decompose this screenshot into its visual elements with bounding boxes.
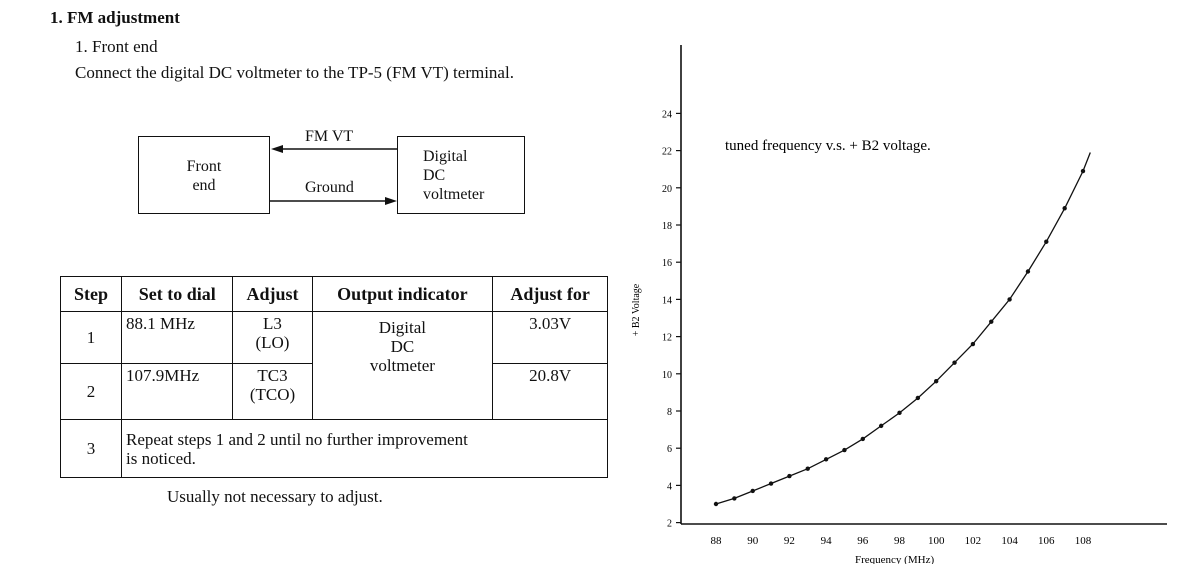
y-tick-label: 2	[667, 519, 672, 530]
x-tick-label: 108	[1075, 535, 1092, 547]
x-tick-label: 88	[711, 535, 723, 547]
table-header-row: Step Set to dial Adjust Output indicator…	[60, 276, 608, 312]
y-tick-label: 24	[662, 109, 672, 120]
data-point	[768, 481, 774, 486]
data-point	[1080, 168, 1086, 174]
header-adjust: Adjust	[232, 276, 313, 312]
x-tick-label: 104	[1001, 535, 1018, 547]
y-tick-label: 8	[667, 407, 672, 418]
data-point	[750, 488, 755, 494]
x-tick-label: 98	[894, 535, 906, 547]
data-point	[989, 319, 994, 324]
y-tick-label: 12	[662, 333, 672, 344]
data-point	[1044, 239, 1049, 244]
row1-adjust-line2: (LO)	[255, 333, 290, 352]
x-tick-label: 92	[784, 535, 795, 547]
voltmeter-label-2: DC	[423, 167, 446, 184]
instruction-text: Connect the digital DC voltmeter to the …	[75, 63, 514, 82]
output-line2: DC	[390, 337, 415, 356]
data-point	[1062, 206, 1067, 211]
table-row: 3 Repeat steps 1 and 2 until no further …	[60, 419, 608, 478]
header-output: Output indicator	[311, 276, 494, 312]
x-tick-label: 106	[1038, 535, 1055, 547]
front-end-box: Front end	[138, 136, 270, 214]
connection-diagram: Front end Digital DC voltmeter FM VT Gro…	[135, 128, 525, 220]
data-point	[1007, 297, 1012, 302]
row1-adjust-line1: L3	[263, 314, 282, 333]
data-point	[805, 466, 810, 471]
table-row: 2 107.9MHz TC3 (TCO) 20.8V	[60, 363, 608, 420]
output-line3: voltmeter	[369, 356, 435, 375]
data-point	[915, 395, 921, 401]
front-end-label-1: Front	[186, 158, 222, 175]
data-point	[1025, 269, 1031, 274]
diagram-wires	[270, 145, 397, 205]
header-step: Step	[60, 276, 122, 312]
y-axis-label: + B2 Voltage	[631, 283, 642, 336]
data-point	[713, 501, 719, 507]
row3-text-line2: is noticed.	[126, 448, 196, 468]
voltmeter-label-3: voltmeter	[423, 186, 485, 203]
ground-label: Ground	[305, 179, 354, 196]
note-text: Usually not necessary to adjust.	[167, 487, 383, 506]
section-heading: 1. FM adjustment	[50, 8, 180, 27]
y-tick-label: 14	[662, 295, 672, 306]
data-points	[713, 168, 1086, 507]
row1-dial: 88.1 MHz	[120, 311, 234, 364]
row2-adjust-line2: (TCO)	[249, 385, 296, 404]
y-tick-label: 18	[662, 221, 672, 232]
y-tick-label: 20	[662, 184, 672, 195]
chart-annotation: tuned frequency v.s. + B2 voltage.	[725, 138, 931, 154]
series-line	[715, 152, 1091, 505]
row3-text: Repeat steps 1 and 2 until no further im…	[121, 419, 608, 478]
row1-step: 1	[60, 311, 122, 364]
row2-adjust: TC3 (TCO)	[232, 363, 313, 420]
data-point	[897, 410, 902, 416]
header-dial: Set to dial	[120, 276, 234, 312]
row2-dial: 107.9MHz	[120, 363, 234, 420]
data-point	[842, 447, 847, 453]
data-point	[952, 360, 957, 365]
row1-adjust: L3 (LO)	[232, 311, 313, 364]
y-tick-label: 10	[662, 370, 672, 381]
y-tick-label: 22	[662, 147, 672, 158]
subsection-heading: 1. Front end	[75, 37, 158, 56]
x-tick-label: 94	[821, 535, 833, 547]
voltmeter-label-1: Digital	[423, 148, 468, 165]
adjustment-table: Step Set to dial Adjust Output indicator…	[60, 276, 608, 478]
data-point	[878, 423, 884, 429]
row3-text-line1: Repeat steps 1 and 2 until no further im…	[126, 429, 468, 449]
data-point	[823, 457, 829, 462]
x-ticks: 88 90 92 94 96 98 100 102 104 106 108	[711, 535, 1092, 547]
header-adjust-for: Adjust for	[492, 276, 608, 312]
output-line1: Digital	[378, 318, 427, 337]
y-tick-label: 16	[662, 258, 672, 269]
data-point	[787, 473, 792, 479]
row2-adjust-line1: TC3	[257, 366, 288, 385]
y-tick-label: 4	[667, 481, 672, 492]
front-end-label-2: end	[192, 177, 216, 194]
x-tick-label: 96	[857, 535, 869, 547]
y-tick-label: 6	[667, 444, 672, 455]
data-point	[970, 341, 976, 347]
x-tick-label: 102	[965, 535, 982, 547]
fm-vt-label: FM VT	[305, 128, 354, 145]
x-axis-label: Frequency (MHz)	[855, 554, 934, 564]
output-indicator-cell: Digital DC voltmeter	[311, 311, 494, 420]
row2-adjust-for: 20.8V	[492, 363, 608, 420]
x-tick-label: 100	[928, 535, 945, 547]
table-row: 1 88.1 MHz L3 (LO) Digital DC voltmeter …	[60, 311, 608, 420]
data-point	[860, 436, 865, 442]
voltmeter-box: Digital DC voltmeter	[397, 136, 525, 214]
row1-adjust-for: 3.03V	[492, 311, 608, 364]
x-tick-label: 90	[747, 535, 759, 547]
row2-step: 2	[60, 363, 122, 420]
data-point	[732, 496, 737, 501]
row3-step: 3	[60, 419, 122, 478]
data-point	[934, 379, 939, 384]
